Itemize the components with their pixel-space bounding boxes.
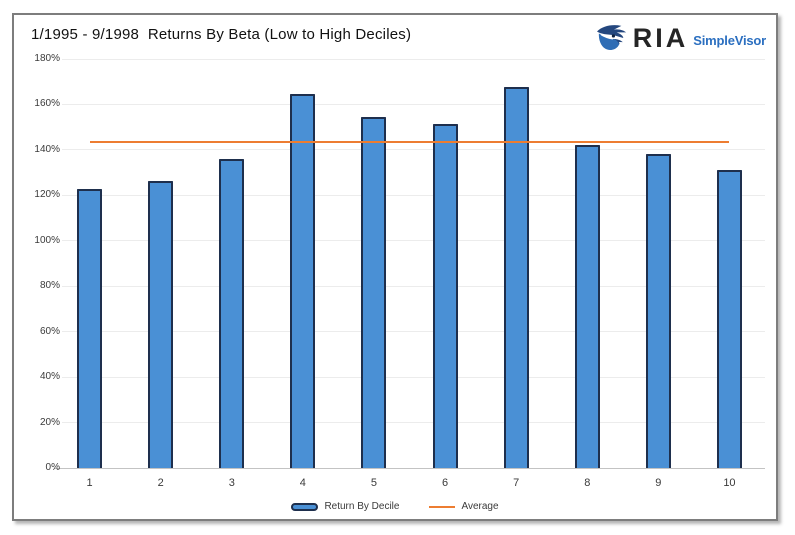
y-axis-tick-label: 0%: [45, 462, 60, 473]
legend-bar-swatch: [291, 502, 319, 511]
chart-frame: 1/1995 - 9/1998 Returns By Beta (Low to …: [12, 13, 778, 521]
plot-area: 0% 20% 40% 60% 80% 100% 120% 140% 160% 180% 1 2 3 4 5 6…: [34, 53, 765, 489]
bar-decile-9: [645, 154, 671, 468]
gridline: [62, 240, 765, 242]
bar-decile-6: [432, 123, 458, 468]
y-axis-tick-label: 60%: [39, 325, 60, 337]
x-axis-tick-label: 7: [513, 477, 520, 489]
y-axis-tick-label: 180%: [34, 53, 60, 64]
gridline: [62, 285, 765, 287]
average-line: [89, 140, 730, 143]
brand-name: RIA: [632, 22, 689, 53]
y-axis-tick-label: 20%: [39, 416, 60, 428]
legend-average-line-swatch: [429, 505, 456, 508]
x-axis-tick-label: 8: [584, 477, 591, 489]
gridline: [62, 103, 765, 105]
x-axis-tick-label: 6: [441, 477, 449, 489]
bar-decile-8: [574, 145, 600, 468]
y-axis-tick-label: 100%: [34, 234, 60, 246]
x-axis-tick-label: 4: [299, 477, 306, 489]
gridline: [62, 58, 765, 60]
bar-decile-10: [716, 170, 742, 468]
legend: Return By Decile Average: [14, 501, 776, 512]
y-axis-tick-label: 80%: [39, 280, 60, 292]
chart-header: 1/1995 - 9/1998 Returns By Beta (Low to …: [14, 15, 776, 57]
y-axis-tick-label: 140%: [34, 143, 60, 155]
x-axis-tick-label: 2: [157, 477, 164, 489]
bar-decile-4: [290, 94, 316, 468]
gridline: [62, 194, 765, 196]
gridline: [62, 422, 765, 424]
chart-title: 1/1995 - 9/1998 Returns By Beta (Low to …: [31, 26, 412, 43]
gridline: [62, 376, 765, 378]
eagle-icon: [596, 25, 626, 50]
y-axis-tick-label: 120%: [34, 189, 60, 201]
bar-decile-2: [148, 180, 174, 468]
x-axis-tick-label: 1: [86, 477, 93, 489]
gridline: [62, 149, 765, 151]
bar-decile-3: [219, 158, 245, 468]
brand-product-name: SimpleVisor: [693, 32, 766, 48]
bar-decile-1: [77, 188, 103, 468]
x-axis-tick-label: 5: [370, 477, 377, 489]
legend-bar-label: Return By Decile: [324, 501, 400, 512]
brand-logo: RIA SimpleVisor: [596, 20, 766, 56]
y-axis-tick-label: 160%: [34, 98, 60, 110]
bar-decile-7: [503, 87, 529, 468]
gridline: [62, 331, 765, 333]
x-axis-tick-label: 10: [723, 477, 736, 489]
y-axis-tick-label: 40%: [39, 371, 60, 383]
bar-decile-5: [361, 116, 387, 468]
legend-average-label: Average: [461, 501, 499, 512]
x-axis-tick-label: 3: [228, 477, 235, 489]
x-axis-tick-label: 9: [655, 477, 662, 489]
